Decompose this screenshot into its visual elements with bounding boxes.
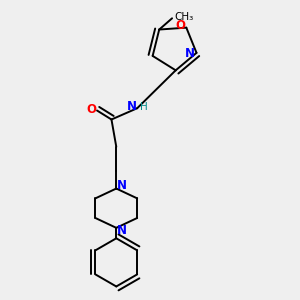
Text: O: O xyxy=(86,103,96,116)
Text: N: N xyxy=(117,224,127,237)
Text: O: O xyxy=(176,19,186,32)
Text: H: H xyxy=(140,102,148,112)
Text: N: N xyxy=(117,179,127,193)
Text: CH₃: CH₃ xyxy=(175,12,194,22)
Text: N: N xyxy=(184,47,194,60)
Text: N: N xyxy=(127,100,137,113)
